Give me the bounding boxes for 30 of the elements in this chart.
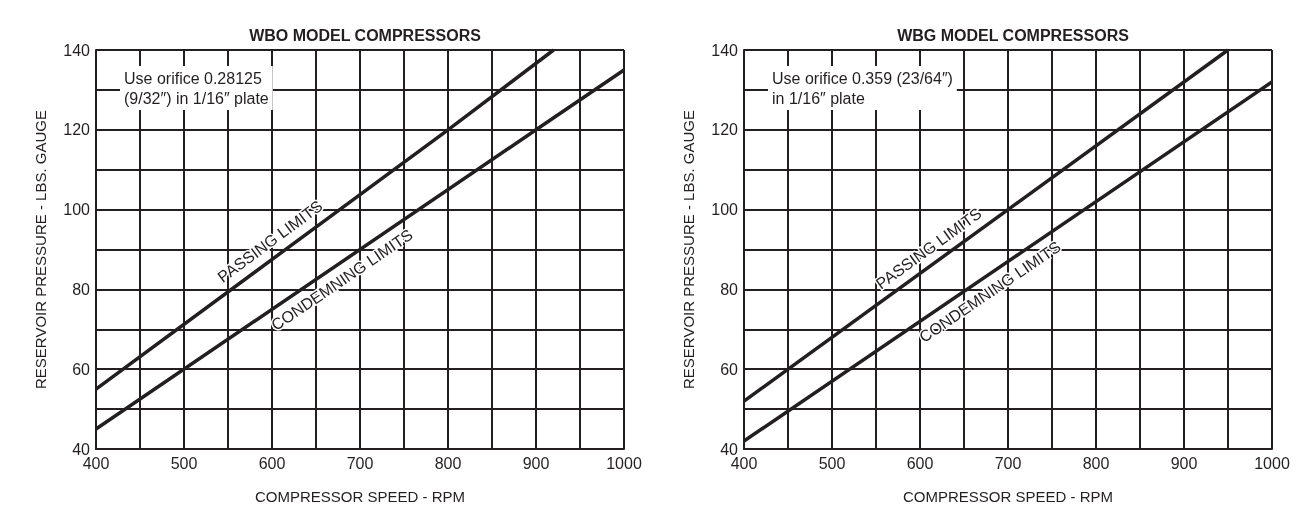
x-tick-label: 700 — [994, 454, 1022, 472]
y-tick-label: 80 — [720, 280, 739, 298]
y-tick-label: 60 — [720, 360, 739, 378]
x-tick-label: 700 — [346, 454, 374, 472]
x-tick-label: 1000 — [606, 454, 642, 472]
y-tick-label: 140 — [63, 41, 91, 59]
x-axis-title: COMPRESSOR SPEED - RPM — [254, 488, 466, 505]
y-tick-label: 60 — [72, 360, 91, 378]
y-axis-title: RESERVOIR PRESSURE - LBS. GAUGE — [680, 110, 697, 389]
x-tick-label: 900 — [1170, 454, 1198, 472]
x-axis-title: COMPRESSOR SPEED - RPM — [902, 488, 1114, 505]
y-tick-label: 100 — [711, 201, 739, 219]
x-tick-label: 900 — [522, 454, 550, 472]
x-tick-label: 600 — [906, 454, 934, 472]
x-tick-label: 800 — [1082, 454, 1110, 472]
chart-title: WBG MODEL COMPRESSORS — [897, 26, 1130, 44]
x-tick-label: 600 — [258, 454, 286, 472]
x-tick-label: 500 — [170, 454, 198, 472]
chart-title: WBO MODEL COMPRESSORS — [249, 26, 482, 44]
y-tick-label: 120 — [63, 121, 91, 139]
annotation: Use orifice 0.359 (23/64″) in 1/16″ plate — [772, 69, 953, 107]
y-tick-label: 140 — [711, 41, 739, 59]
y-tick-label: 80 — [72, 280, 91, 298]
x-tick-label: 500 — [818, 454, 846, 472]
annotation: Use orifice 0.28125 (9/32″) in 1/16″ plate — [124, 69, 269, 107]
x-tick-label: 1000 — [1254, 454, 1290, 472]
y-tick-label: 100 — [63, 201, 91, 219]
y-axis-title: RESERVOIR PRESSURE - LBS. GAUGE — [32, 110, 49, 389]
y-tick-label: 120 — [711, 121, 739, 139]
x-tick-label: 800 — [434, 454, 462, 472]
